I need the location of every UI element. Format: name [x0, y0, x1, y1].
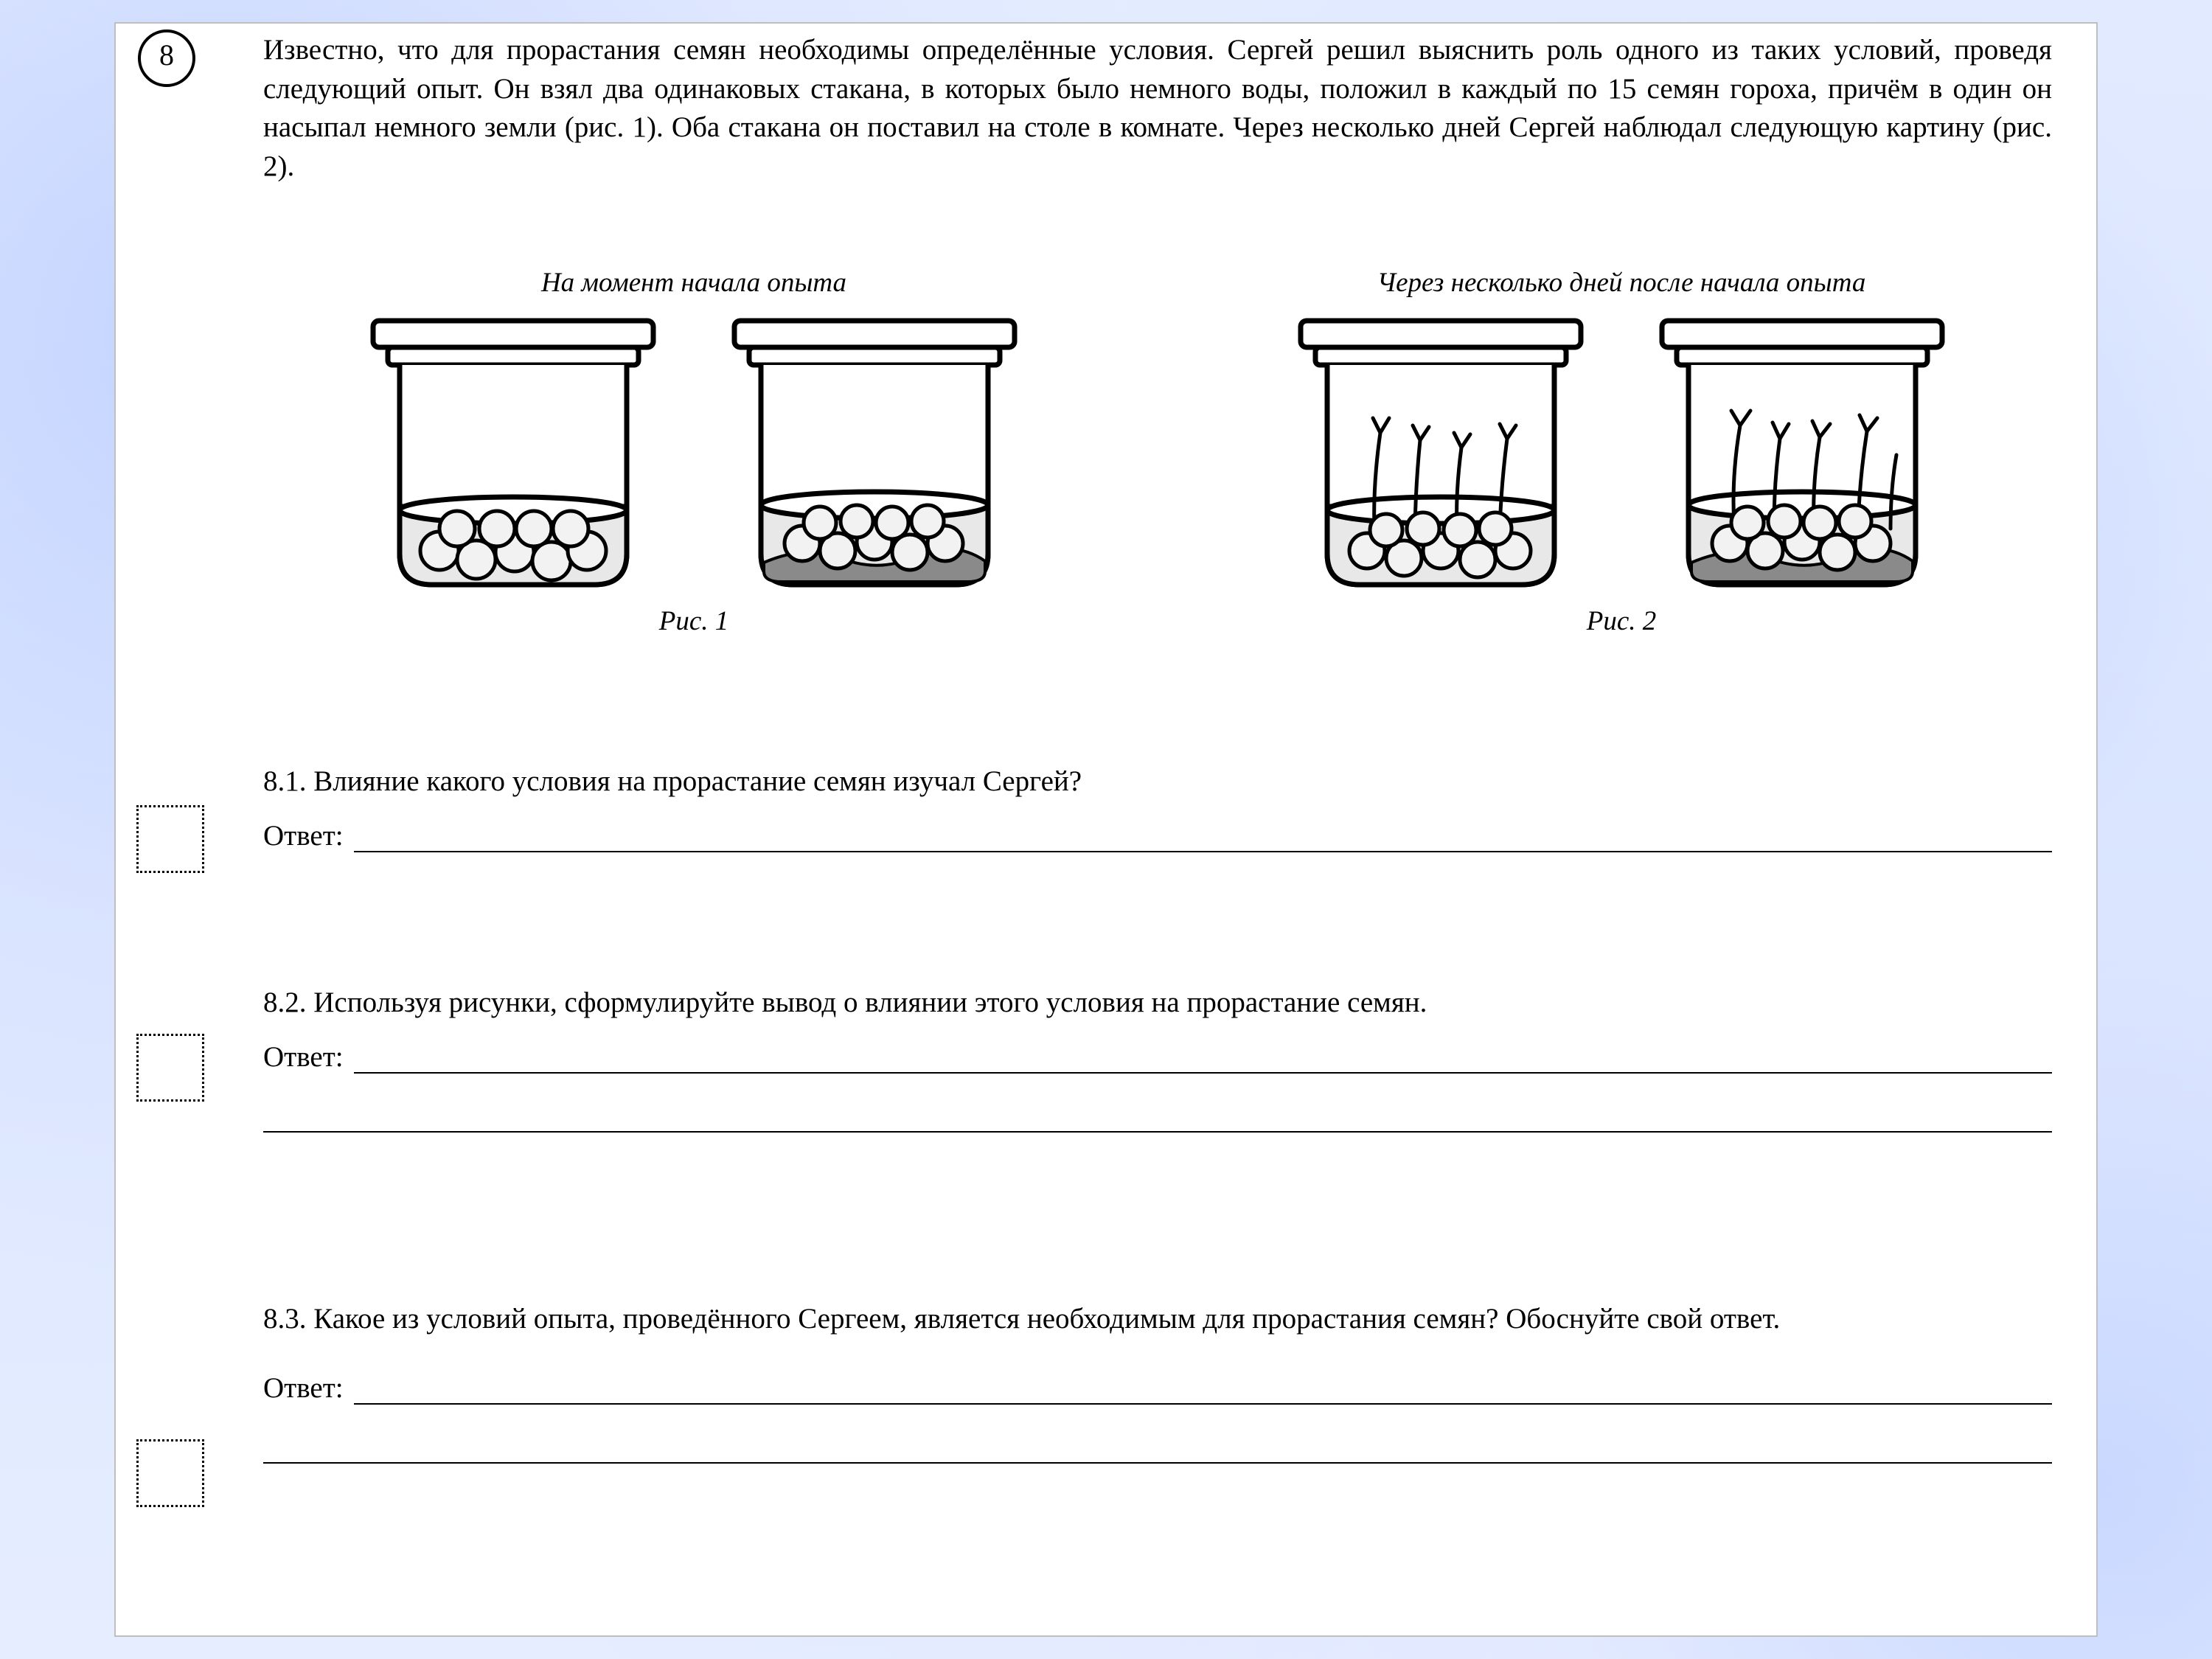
figures-row: На момент начала опыта	[263, 267, 2052, 637]
score-box-8-3[interactable]	[136, 1439, 204, 1507]
answer-line[interactable]	[263, 1440, 2052, 1464]
answer-8-3: Ответ:	[263, 1371, 2052, 1405]
figure-1-label: Рис. 1	[263, 605, 1124, 637]
figure-1-caption: На момент начала опыта	[263, 267, 1124, 299]
jar-seeds-water-icon	[358, 307, 668, 595]
jar-sprouts-soil-icon	[1647, 307, 1957, 595]
sub-question-8-2-text: 8.2. Используя рисунки, сформулируйте вы…	[263, 982, 2052, 1024]
answer-8-2: Ответ:	[263, 1040, 2052, 1074]
answer-label: Ответ:	[263, 1371, 344, 1405]
sub-question-8-2: 8.2. Используя рисунки, сформулируйте вы…	[263, 982, 2052, 1133]
answer-line[interactable]	[354, 1050, 2052, 1074]
sub-question-8-3: 8.3. Какое из условий опыта, проведённог…	[263, 1292, 2052, 1464]
answer-8-1: Ответ:	[263, 819, 2052, 852]
answer-label: Ответ:	[263, 819, 344, 852]
figure-1: На момент начала опыта	[263, 267, 1124, 637]
figure-2-jars	[1191, 307, 2052, 595]
jar-seeds-soil-icon	[720, 307, 1029, 595]
figure-2-caption: Через несколько дней после начала опыта	[1191, 267, 2052, 299]
question-number-badge: 8	[138, 29, 195, 87]
figure-2: Через несколько дней после начала опыта	[1191, 267, 2052, 637]
jar-sprouts-water-icon	[1286, 307, 1596, 595]
score-box-8-1[interactable]	[136, 805, 204, 873]
figure-1-jars	[263, 307, 1124, 595]
figure-2-label: Рис. 2	[1191, 605, 2052, 637]
sub-question-8-1: 8.1. Влияние какого условия на прорастан…	[263, 761, 2052, 852]
sub-question-8-3-text: 8.3. Какое из условий опыта, проведённог…	[263, 1292, 2052, 1346]
worksheet-paper: 8 Известно, что для прорастания семян не…	[114, 22, 2098, 1637]
answer-line[interactable]	[354, 829, 2052, 852]
answer-label: Ответ:	[263, 1040, 344, 1074]
question-intro-text: Известно, что для прорастания семян необ…	[263, 31, 2052, 187]
sub-question-8-1-text: 8.1. Влияние какого условия на прорастан…	[263, 761, 2052, 803]
slide: 8 Известно, что для прорастания семян не…	[0, 0, 2212, 1659]
answer-line[interactable]	[354, 1381, 2052, 1405]
answer-line[interactable]	[263, 1109, 2052, 1133]
score-box-8-2[interactable]	[136, 1034, 204, 1102]
